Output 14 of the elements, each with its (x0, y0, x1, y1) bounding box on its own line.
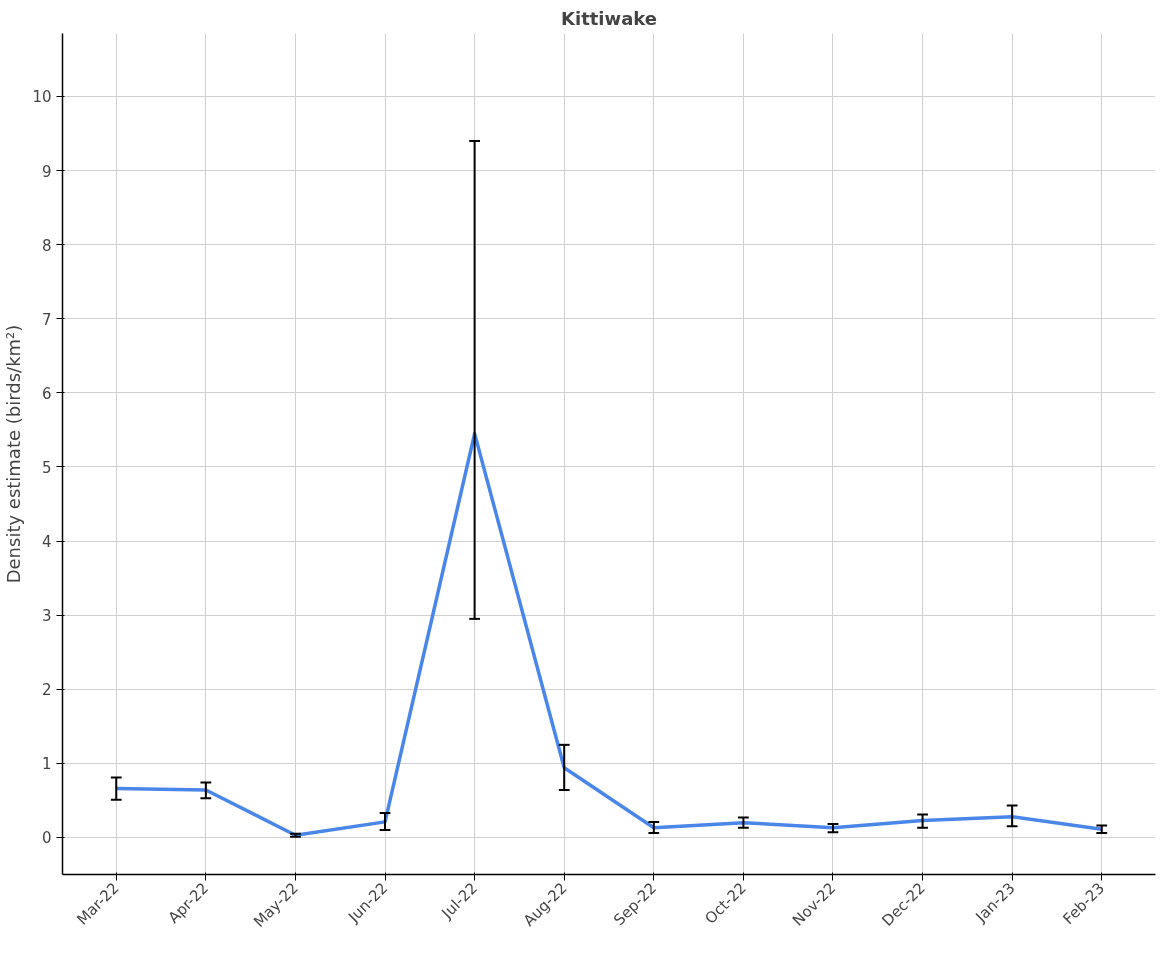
y-tick-label: 9 (41, 162, 52, 181)
y-tick-label: 1 (41, 755, 52, 774)
y-tick-label: 0 (41, 829, 52, 848)
y-tick-label: 10 (32, 88, 52, 107)
y-tick-label: 4 (41, 533, 52, 552)
y-tick-label: 2 (41, 681, 52, 700)
y-tick-label: 7 (41, 310, 52, 329)
y-tick-label: 6 (41, 384, 52, 403)
y-tick-label: 8 (41, 236, 52, 255)
y-tick-label: 5 (41, 458, 52, 477)
chart-title: Kittiwake (561, 7, 657, 29)
y-tick-label: 3 (41, 607, 52, 626)
line-series (114, 431, 1104, 837)
y-axis-title: Density estimate (birds/km²) (3, 324, 25, 584)
